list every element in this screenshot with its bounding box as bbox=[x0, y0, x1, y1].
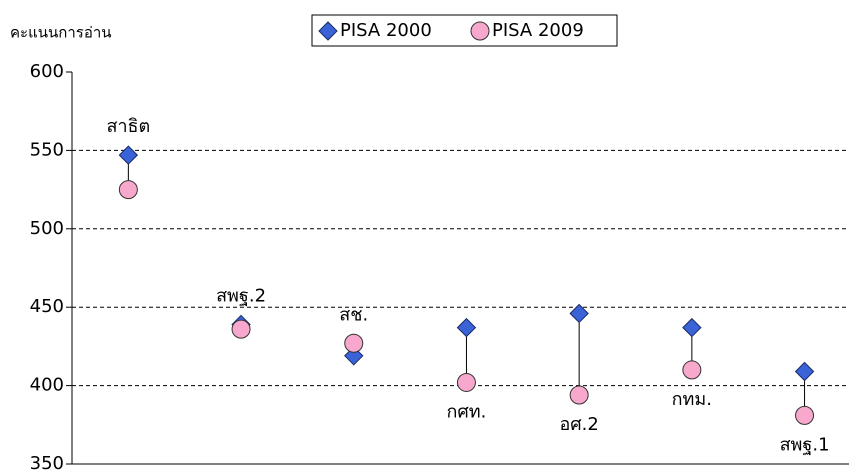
y-tick-label: 350 bbox=[30, 453, 64, 474]
point bbox=[118, 180, 138, 200]
y-tick-label: 600 bbox=[30, 61, 64, 82]
legend-label: PISA 2000 bbox=[340, 20, 432, 41]
category-label: สพฐ.1 bbox=[780, 434, 830, 455]
category-label: อศ.2 bbox=[559, 414, 598, 435]
y-tick-label: 500 bbox=[30, 218, 64, 239]
category-label: สพฐ.2 bbox=[216, 285, 266, 306]
category-label: สาธิต bbox=[106, 116, 150, 137]
y-tick-label: 400 bbox=[30, 375, 64, 396]
point bbox=[682, 317, 702, 338]
point bbox=[344, 333, 364, 353]
y-axis-label: คะแนนการอ่าน bbox=[10, 24, 112, 42]
legend-marker bbox=[318, 21, 338, 41]
legend-label: PISA 2009 bbox=[492, 20, 584, 41]
y-tick-label: 550 bbox=[30, 139, 64, 160]
category-label: กศท. bbox=[446, 401, 486, 422]
point bbox=[569, 385, 589, 405]
point bbox=[231, 319, 251, 339]
point bbox=[569, 303, 589, 324]
point bbox=[456, 372, 476, 392]
point bbox=[118, 145, 139, 165]
legend-marker bbox=[470, 21, 490, 41]
category-label: กทม. bbox=[672, 389, 712, 410]
point bbox=[794, 361, 815, 382]
legend-box bbox=[311, 14, 618, 47]
point bbox=[682, 360, 702, 380]
category-label: สช. bbox=[339, 304, 368, 325]
y-tick-label: 450 bbox=[30, 296, 64, 317]
point bbox=[795, 405, 815, 425]
point bbox=[456, 317, 477, 338]
